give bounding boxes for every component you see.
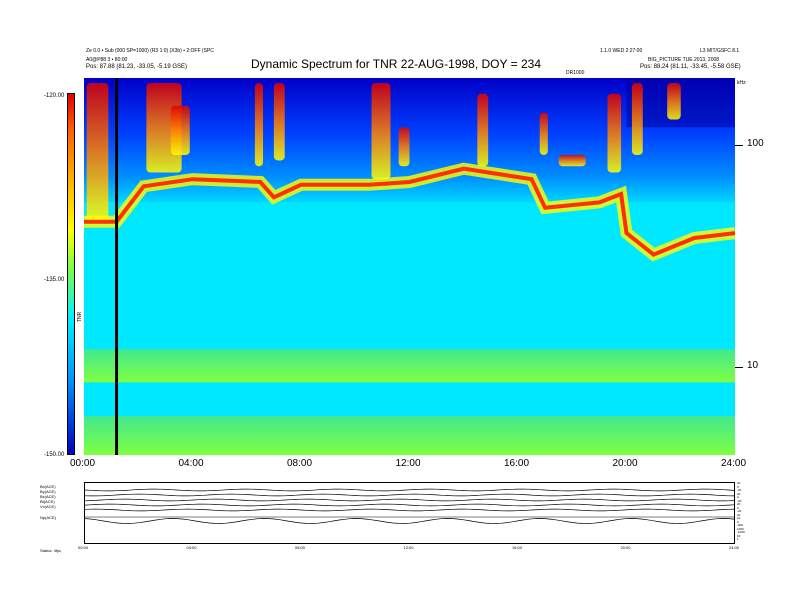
lower-x-tick-label-4: 16:00 (512, 545, 523, 550)
lower-x-tick-label-0: 00:00 (78, 545, 89, 550)
x-tick-label-3: 12:00 (395, 458, 421, 469)
x-tick-label-2: 08:00 (287, 458, 313, 469)
lower-panel-right-tick-13: 1000 (737, 526, 744, 531)
lower-panel-label-4: Vx(ACE) (40, 504, 56, 509)
trace-0 (84, 488, 735, 492)
lower-x-tick-label-6: 24:00 (729, 545, 740, 550)
lower-x-tick-label-3: 12:00 (403, 545, 414, 550)
y-tick-label-1: 10 (747, 359, 759, 371)
solar-wind-panel (84, 482, 735, 544)
lower-panel-label-1: By(ACE) (40, 489, 56, 494)
header-info-line1: Ze 0.0 • Sub (000 SP=1000) (R3 1:0) (X3b… (86, 48, 214, 54)
burst-12 (667, 82, 681, 120)
lower-panel-right-tick-14: -1000 (737, 530, 745, 534)
lower-panel-right-tick-16: 1 (737, 537, 739, 541)
header-info-right1: 1.1.0 WED 2:27:00 (600, 48, 643, 54)
trace-3 (84, 503, 735, 507)
header-info-right2: L3 MIT/GSFC 8.1 (700, 48, 740, 54)
x-tick-label-4: 16:00 (504, 458, 530, 469)
colorbar (67, 93, 75, 455)
burst-2 (170, 105, 190, 155)
x-tick-label-5: 20:00 (612, 458, 638, 469)
lower-panel-right-tick-5: -20 (737, 498, 742, 503)
y-tick-mark-1 (735, 366, 743, 368)
lower-x-tick-label-5: 20:00 (620, 545, 631, 550)
lower-panel-label-2: Bz(ACE) (40, 494, 56, 499)
burst-6 (398, 127, 410, 167)
colorbar-label: TNR (77, 311, 83, 322)
spectrogram-svg (84, 78, 735, 455)
lower-panel-right-tick-8: -20 (737, 509, 742, 513)
solar-wind-traces (84, 488, 735, 524)
burst-10 (607, 93, 622, 173)
header-info-right3: BIG_PICTURE TUE 2013, 2008 (648, 57, 720, 63)
burst-5 (371, 82, 391, 180)
lower-panel-right-tick-3: 20 (737, 491, 741, 496)
center-marker-label: DR1000 (566, 70, 585, 76)
lower-panel-right-tick-7: 0 (737, 505, 739, 510)
background-bands (84, 78, 735, 455)
trace-4 (84, 508, 735, 512)
colorbar-tick-top: -120.00 (44, 93, 65, 99)
lower-panel-right-tick-6: 20 (737, 502, 741, 506)
low-frequency-band-lower (84, 415, 735, 455)
status-footer: Status: 4fpc (40, 548, 62, 553)
y-tick-label-0: 100 (747, 137, 764, 149)
colorbar-tick-bottom: -150.00 (44, 452, 65, 458)
lower-x-tick-label-2: 08:00 (295, 545, 306, 550)
x-tick-label-1: 04:00 (178, 458, 204, 469)
lower-x-tick-label-1: 04:00 (186, 545, 197, 550)
lower-panel-right-tick-9: 20 (737, 512, 741, 517)
lower-panel-label-0: Bx(ACE) (40, 484, 56, 489)
page-title: Dynamic Spectrum for TNR 22-AUG-1998, DO… (250, 57, 541, 71)
lower-panel-right-tick-4: 0 (737, 495, 739, 499)
header-info-line2: A0@P88 3 • 80:00 (86, 57, 128, 63)
lower-panel-right-tick-15: 10 (737, 533, 741, 538)
x-tick-label-0: 00:00 (70, 458, 96, 469)
plasma-line-core (84, 166, 735, 257)
burst-9 (558, 154, 586, 167)
y-unit-label: kHz (737, 80, 746, 86)
header-position-left: Pos: 87.88 (81.23, -33.05, -5.19 GSE) (86, 64, 188, 70)
trace-1 (84, 493, 735, 497)
lower-panel-label-5: Np(ACE) (40, 515, 57, 520)
burst-0 (86, 82, 109, 222)
burst-7 (477, 93, 489, 167)
y-tick-mark-0 (735, 144, 743, 146)
lower-panel-right-tick-12: -600 (737, 523, 744, 527)
low-frequency-band-upper (84, 349, 735, 383)
x-tick-label-6: 24:00 (721, 458, 747, 469)
trace-5 (84, 518, 735, 524)
burst-11 (631, 82, 643, 155)
mid-frequency-band (84, 202, 735, 455)
lower-panel-right-tick-0: 20 (737, 481, 741, 485)
burst-3 (254, 82, 264, 167)
lower-panel-label-3: Bt(ACE) (40, 499, 55, 504)
colorbar-tick-mid: -135.00 (44, 277, 65, 283)
plasma-line (84, 162, 735, 262)
radio-bursts (86, 82, 681, 222)
header-position-right: Pos: 88.24 (81.11, -33.45, -5.58 GSE) (640, 64, 741, 70)
spectrogram (84, 78, 735, 455)
burst-8 (539, 112, 548, 155)
lower-panel-right-tick-11: 0 (737, 519, 739, 524)
burst-4 (273, 82, 285, 161)
lower-panel-right-tick-2: -20 (737, 488, 742, 492)
lower-panel-right-tick-1: 0 (737, 484, 739, 489)
trace-2 (84, 498, 735, 502)
lower-panel-right-tick-10: 10 (737, 516, 741, 520)
